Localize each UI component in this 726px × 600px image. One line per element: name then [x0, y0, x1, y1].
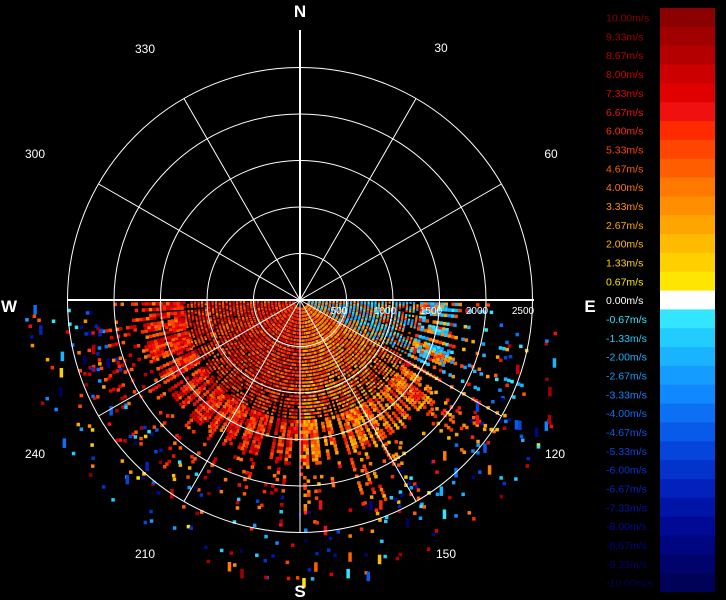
legend-swatch	[660, 573, 715, 592]
legend-swatch	[660, 45, 715, 66]
legend-swatch	[660, 403, 715, 423]
legend-swatch	[660, 554, 715, 574]
legend-swatch	[660, 64, 715, 84]
radial-30	[299, 98, 417, 301]
legend-swatch	[660, 328, 715, 348]
radial-300	[98, 183, 301, 301]
legend-swatch	[660, 215, 715, 235]
legend-label: -6.67m/s	[606, 484, 647, 496]
legend-label: -1.33m/s	[606, 333, 647, 345]
azimuth-label-210: 210	[135, 547, 155, 561]
legend-swatch	[660, 8, 715, 28]
radial-330	[183, 98, 301, 301]
radial-210	[183, 299, 301, 502]
azimuth-label-240: 240	[25, 447, 45, 461]
radial-120	[299, 299, 502, 417]
azimuth-label-60: 60	[544, 147, 558, 161]
azimuth-label-120: 120	[545, 447, 565, 461]
legend-label: 2.67m/s	[606, 220, 643, 232]
legend-swatch	[660, 384, 715, 405]
legend-label: 0.00m/s	[606, 295, 643, 307]
legend-swatch	[660, 422, 715, 442]
legend-label: -0.67m/s	[606, 314, 647, 326]
south-label: S	[294, 582, 305, 600]
east-label: E	[584, 297, 595, 316]
legend-swatch	[660, 460, 715, 480]
legend-label: -10.00m/s	[606, 578, 653, 590]
radial-60	[299, 183, 502, 301]
velocity-returns	[25, 300, 557, 588]
legend-label: -4.00m/s	[606, 408, 647, 420]
legend-swatch	[660, 497, 715, 518]
legend-swatch	[660, 26, 715, 47]
legend-label: 8.67m/s	[606, 50, 643, 62]
legend-label: -2.00m/s	[606, 352, 647, 364]
legend-swatch	[660, 365, 715, 386]
legend-label: 0.67m/s	[606, 276, 643, 288]
range-label-1500: 1500	[420, 306, 443, 317]
legend-swatch	[660, 516, 715, 536]
west-label: W	[1, 297, 18, 316]
azimuth-label-330: 330	[135, 42, 155, 56]
legend-label: -6.00m/s	[606, 465, 647, 477]
legend-swatch	[660, 83, 715, 103]
azimuth-label-30: 30	[434, 41, 448, 55]
legend-swatch	[660, 309, 715, 329]
legend-label: -4.67m/s	[606, 427, 647, 439]
north-label: N	[294, 2, 306, 21]
legend-label: 6.67m/s	[606, 107, 643, 119]
legend-label: -7.33m/s	[606, 502, 647, 514]
legend-swatch	[660, 535, 715, 555]
legend-swatch	[660, 441, 715, 461]
legend-swatch	[660, 121, 715, 141]
legend-label: 4.67m/s	[606, 163, 643, 175]
legend-swatch	[660, 347, 715, 367]
legend-label: -9.33m/s	[606, 559, 647, 571]
radar-display: N S E W 30 60 120 150 210 240 300 330 50…	[1, 2, 596, 600]
legend-label: 10.00m/s	[606, 13, 649, 25]
legend-swatch	[660, 139, 715, 160]
legend-label: 8.00m/s	[606, 69, 643, 81]
legend-label: -8.00m/s	[606, 521, 647, 533]
legend-label: -3.33m/s	[606, 389, 647, 401]
azimuth-label-150: 150	[436, 547, 456, 561]
legend-swatch	[660, 290, 715, 310]
legend-label: 6.00m/s	[606, 126, 643, 138]
legend-swatch	[660, 252, 715, 273]
legend-label: -5.33m/s	[606, 446, 647, 458]
color-legend: 10.00m/s 9.33m/s 8.67m/s 8.00m/s 7.33m/s 6.67…	[606, 8, 715, 592]
azimuth-label-300: 300	[25, 147, 45, 161]
legend-label: 1.33m/s	[606, 257, 643, 269]
legend-label: 4.00m/s	[606, 182, 643, 194]
radial-240	[98, 299, 301, 417]
legend-swatch	[660, 478, 715, 499]
range-label-500: 500	[331, 306, 348, 317]
legend-label: 9.33m/s	[606, 31, 643, 43]
radial-150	[299, 299, 417, 502]
legend-label: 3.33m/s	[606, 201, 643, 213]
legend-label: 5.33m/s	[606, 144, 643, 156]
legend-swatch	[660, 196, 715, 216]
legend-swatch	[660, 271, 715, 292]
legend-label: 2.00m/s	[606, 239, 643, 251]
legend-swatch	[660, 102, 715, 122]
legend-label: -8.67m/s	[606, 540, 647, 552]
legend-swatch	[660, 177, 715, 197]
legend-swatch	[660, 158, 715, 179]
range-label-2000: 2000	[466, 306, 489, 317]
polar-grid	[67, 30, 534, 533]
legend-swatch	[660, 234, 715, 254]
range-label-1000: 1000	[374, 306, 397, 317]
legend-label: 7.33m/s	[606, 88, 643, 100]
legend-label: -2.67m/s	[606, 370, 647, 382]
range-label-2500: 2500	[512, 306, 535, 317]
